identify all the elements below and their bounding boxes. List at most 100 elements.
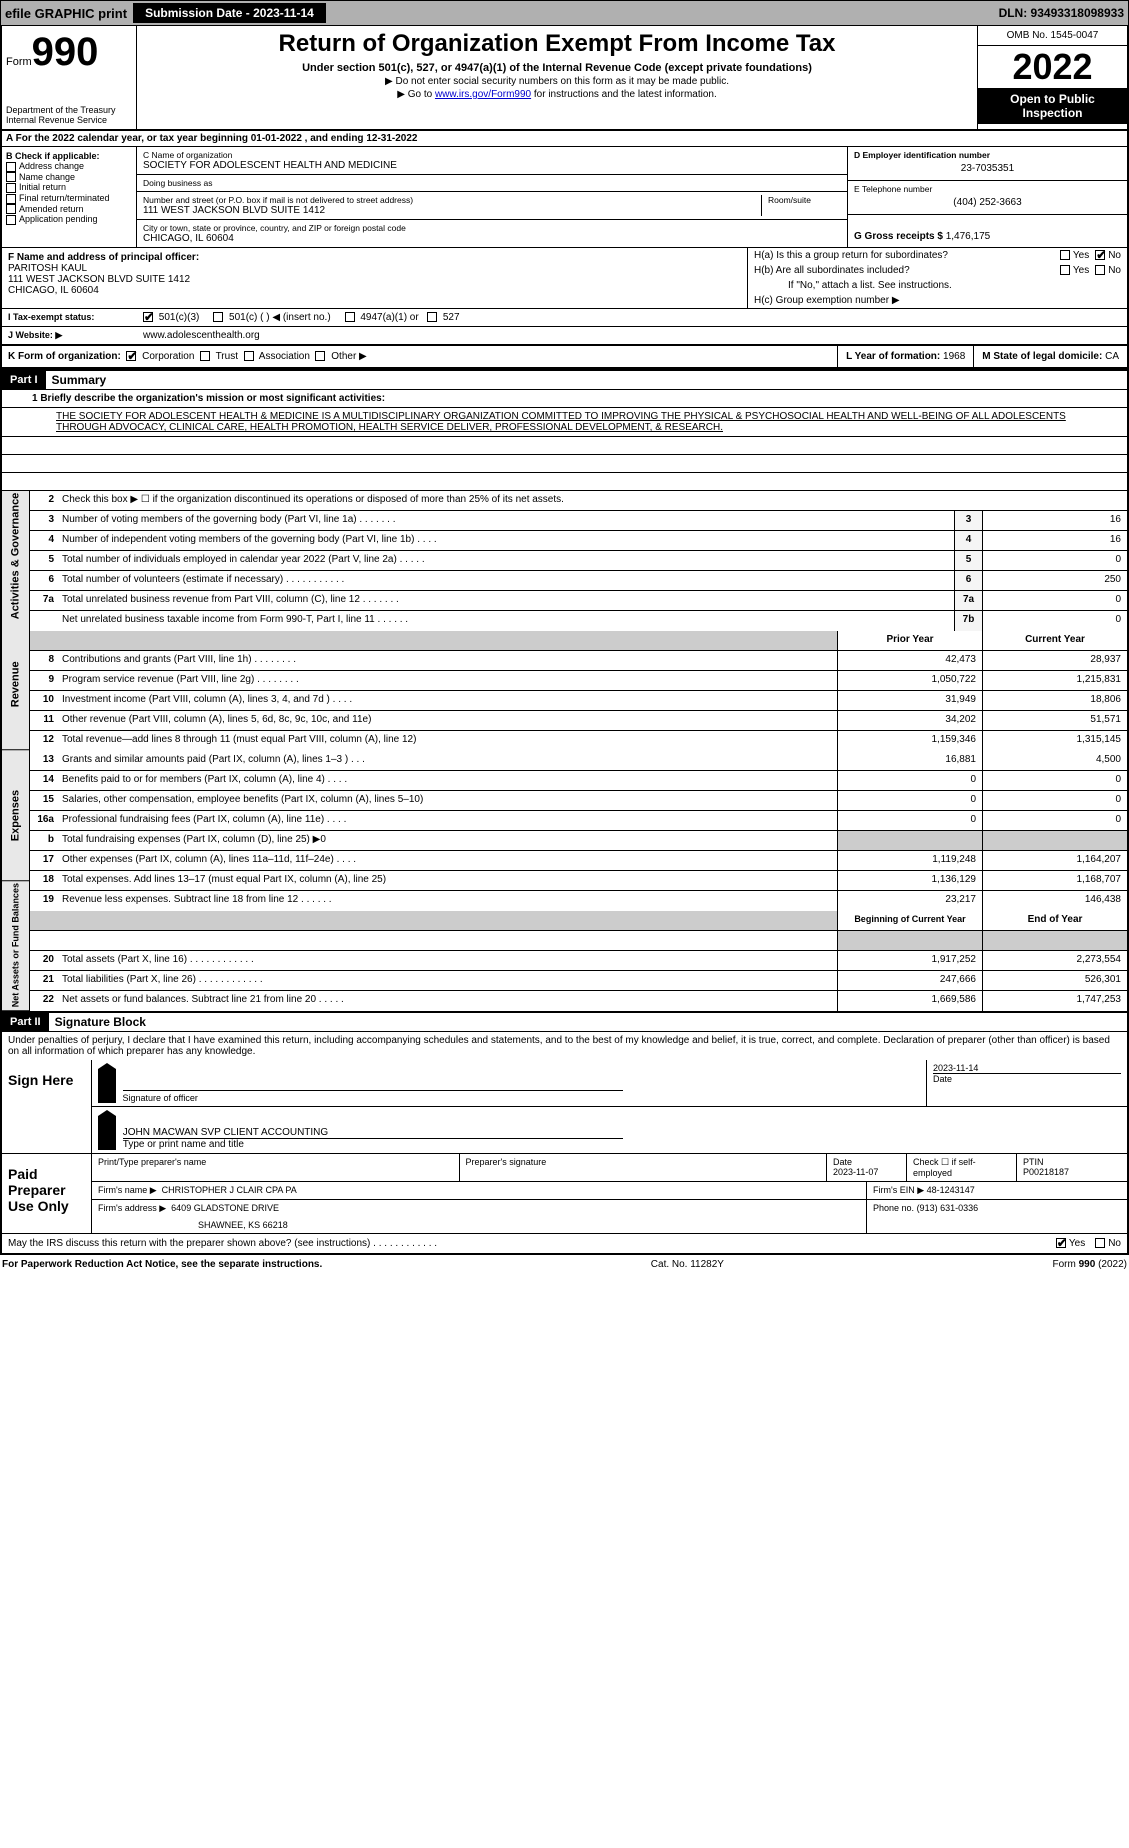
cb-trust[interactable]: Trust <box>200 351 238 362</box>
prep-date: 2023-11-07 <box>833 1167 878 1177</box>
cb-assoc[interactable]: Association <box>244 351 310 362</box>
row-current: 526,301 <box>982 971 1127 990</box>
row-desc: Total liabilities (Part X, line 26) . . … <box>58 971 837 990</box>
row-desc: Net unrelated business taxable income fr… <box>58 611 954 631</box>
hb-yes[interactable]: Yes <box>1060 265 1089 276</box>
firm-ein: 48-1243147 <box>927 1185 975 1195</box>
may-irs-discuss: May the IRS discuss this return with the… <box>8 1238 1056 1249</box>
m-state: M State of legal domicile: CA <box>973 346 1127 367</box>
row-desc: Grants and similar amounts paid (Part IX… <box>58 751 837 770</box>
row-num: 7a <box>30 591 58 610</box>
cb-other[interactable]: Other ▶ <box>315 351 366 362</box>
row-current: 0 <box>982 811 1127 830</box>
row-prior: 1,050,722 <box>837 671 982 690</box>
irs-link[interactable]: www.irs.gov/Form990 <box>435 89 531 100</box>
row-current: 2,273,554 <box>982 951 1127 970</box>
table-row: Net unrelated business taxable income fr… <box>30 611 1127 631</box>
firm-addr-label: Firm's address ▶ <box>98 1203 166 1213</box>
row-current: 18,806 <box>982 691 1127 710</box>
form-990-footer: Form 990 (2022) <box>1053 1259 1127 1270</box>
may-irs-no[interactable]: No <box>1095 1238 1121 1249</box>
sig-officer-label: Signature of officer <box>123 1093 198 1103</box>
table-row: 12 Total revenue—add lines 8 through 11 … <box>30 731 1127 751</box>
n2: 2 <box>30 491 58 510</box>
table-row: 20 Total assets (Part X, line 16) . . . … <box>30 951 1127 971</box>
row-num: 21 <box>30 971 58 990</box>
cb-address-change[interactable]: Address change <box>6 161 132 172</box>
ha-label: H(a) Is this a group return for subordin… <box>754 250 1060 261</box>
cb-final-return[interactable]: Final return/terminated <box>6 193 132 204</box>
row-num: 4 <box>30 531 58 550</box>
row-desc: Total unrelated business revenue from Pa… <box>58 591 954 610</box>
row-current <box>982 831 1127 850</box>
row-num: 15 <box>30 791 58 810</box>
cb-amended[interactable]: Amended return <box>6 204 132 215</box>
part1-title: Summary <box>52 373 107 387</box>
officer-city: CHICAGO, IL 60604 <box>8 285 741 296</box>
paperwork-notice: For Paperwork Reduction Act Notice, see … <box>2 1259 322 1270</box>
sign-here-label: Sign Here <box>2 1060 92 1153</box>
prep-name-label: Print/Type preparer's name <box>92 1154 460 1181</box>
cb-corp[interactable]: Corporation <box>126 351 194 362</box>
row-current: 1,215,831 <box>982 671 1127 690</box>
may-irs-yes[interactable]: Yes <box>1056 1238 1085 1249</box>
row-prior: 23,217 <box>837 891 982 911</box>
row-prior: 0 <box>837 771 982 790</box>
row-prior: 1,136,129 <box>837 871 982 890</box>
check-self[interactable]: Check ☐ if self-employed <box>907 1154 1017 1181</box>
cb-application[interactable]: Application pending <box>6 214 132 225</box>
row-desc: Contributions and grants (Part VIII, lin… <box>58 651 837 670</box>
row-val: 0 <box>982 611 1127 631</box>
mission-text: THE SOCIETY FOR ADOLESCENT HEALTH & MEDI… <box>2 408 1127 437</box>
ha-no[interactable]: No <box>1095 250 1121 261</box>
row-num: 20 <box>30 951 58 970</box>
firm-name-label: Firm's name ▶ <box>98 1185 157 1195</box>
tab-expenses: Expenses <box>2 751 29 881</box>
row-current: 28,937 <box>982 651 1127 670</box>
phone-label: E Telephone number <box>854 184 1121 194</box>
omb-number: OMB No. 1545-0047 <box>978 26 1127 46</box>
row-current: 1,747,253 <box>982 991 1127 1011</box>
cb-name-change[interactable]: Name change <box>6 172 132 183</box>
row-a-text: A For the 2022 calendar year, or tax yea… <box>6 133 417 144</box>
row-num: 14 <box>30 771 58 790</box>
hc-label: H(c) Group exemption number ▶ <box>748 293 1127 308</box>
sig-date: 2023-11-14 <box>933 1063 1121 1073</box>
row-current: 146,438 <box>982 891 1127 911</box>
cb-4947[interactable]: 4947(a)(1) or <box>345 312 419 323</box>
l-year: L Year of formation: 1968 <box>837 346 973 367</box>
website-url[interactable]: www.adolescenthealth.org <box>137 327 1127 344</box>
cb-501c[interactable]: 501(c) ( ) ◀ (insert no.) <box>213 312 330 323</box>
table-row: 9 Program service revenue (Part VIII, li… <box>30 671 1127 691</box>
street-address: 111 WEST JACKSON BLVD SUITE 1412 <box>143 205 761 216</box>
row-num: 5 <box>30 551 58 570</box>
tax-year: 2022 <box>978 46 1127 88</box>
table-row: 19 Revenue less expenses. Subtract line … <box>30 891 1127 911</box>
row-prior: 0 <box>837 811 982 830</box>
cb-527[interactable]: 527 <box>427 312 459 323</box>
ha-yes[interactable]: Yes <box>1060 250 1089 261</box>
row-klm: K Form of organization: Corporation Trus… <box>0 346 1129 369</box>
hb-no[interactable]: No <box>1095 265 1121 276</box>
table-row: 3 Number of voting members of the govern… <box>30 511 1127 531</box>
gross-label: G Gross receipts $ <box>854 231 943 242</box>
row-val: 0 <box>982 591 1127 610</box>
submission-date-button[interactable]: Submission Date - 2023-11-14 <box>133 3 326 23</box>
row-desc: Salaries, other compensation, employee b… <box>58 791 837 810</box>
city-label: City or town, state or province, country… <box>143 223 841 233</box>
tab-activities: Activities & Governance <box>2 491 29 620</box>
part1-header: Part I Summary <box>0 369 1129 390</box>
row-prior <box>837 831 982 850</box>
box-b-label: B Check if applicable: <box>6 151 132 161</box>
box-b: B Check if applicable: Address change Na… <box>2 147 137 247</box>
tab-revenue: Revenue <box>2 620 29 750</box>
row-desc: Total number of volunteers (estimate if … <box>58 571 954 590</box>
name-label: C Name of organization <box>143 150 841 160</box>
cb-initial-return[interactable]: Initial return <box>6 182 132 193</box>
phone-value: (404) 252-3663 <box>854 194 1121 211</box>
cb-501c3[interactable]: 501(c)(3) <box>143 312 199 323</box>
box-f: F Name and address of principal officer:… <box>2 248 747 308</box>
firm-addr2: SHAWNEE, KS 66218 <box>98 1214 860 1230</box>
hdr-blank-d <box>58 631 837 650</box>
firm-ein-label: Firm's EIN ▶ <box>873 1185 924 1195</box>
